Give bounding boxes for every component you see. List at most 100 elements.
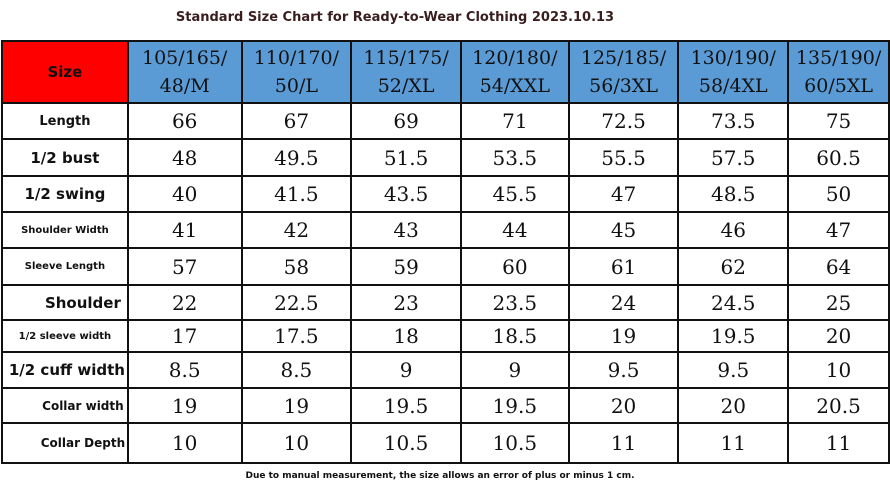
value-cell: 72.5 bbox=[567, 102, 680, 140]
row-label: 1/2 swing bbox=[1, 175, 129, 213]
size-header-cell: 130/190/58/4XL bbox=[677, 40, 790, 104]
value-cell: 42 bbox=[240, 211, 353, 249]
value-cell: 64 bbox=[787, 247, 890, 286]
value-cell: 9.5 bbox=[677, 351, 790, 389]
header-row: Size 105/165/48/M 110/170/50/L 115/175/5… bbox=[1, 40, 890, 104]
value-cell: 17 bbox=[126, 319, 243, 353]
value-cell: 48 bbox=[126, 138, 243, 177]
value-cell: 71 bbox=[459, 102, 570, 140]
value-cell: 19 bbox=[567, 319, 680, 353]
value-cell: 44 bbox=[459, 211, 570, 249]
value-cell: 45 bbox=[567, 211, 680, 249]
value-cell: 67 bbox=[240, 102, 353, 140]
table-row: 1/2 cuff width 8.5 8.5 9 9 9.5 9.5 10 bbox=[1, 351, 890, 389]
value-cell: 59 bbox=[350, 247, 462, 286]
value-cell: 41.5 bbox=[240, 175, 353, 213]
row-label: Sleeve Length bbox=[1, 247, 129, 286]
value-cell: 49.5 bbox=[240, 138, 353, 177]
value-cell: 19 bbox=[126, 387, 243, 424]
size-header-cell: 135/190/60/5XL bbox=[787, 40, 890, 104]
value-cell: 45.5 bbox=[459, 175, 570, 213]
table-row: 1/2 bust 48 49.5 51.5 53.5 55.5 57.5 60.… bbox=[1, 138, 890, 177]
value-cell: 11 bbox=[677, 422, 790, 464]
table-row: Length 66 67 69 71 72.5 73.5 75 bbox=[1, 102, 890, 140]
chart-title: Standard Size Chart for Ready-to-Wear Cl… bbox=[175, 10, 615, 25]
value-cell: 75 bbox=[787, 102, 890, 140]
value-cell: 10 bbox=[126, 422, 243, 464]
value-cell: 47 bbox=[567, 175, 680, 213]
value-cell: 25 bbox=[787, 284, 890, 321]
value-cell: 9.5 bbox=[567, 351, 680, 389]
value-cell: 22 bbox=[126, 284, 243, 321]
value-cell: 17.5 bbox=[240, 319, 353, 353]
size-chart-table: Size 105/165/48/M 110/170/50/L 115/175/5… bbox=[1, 40, 890, 464]
value-cell: 9 bbox=[459, 351, 570, 389]
value-cell: 8.5 bbox=[240, 351, 353, 389]
value-cell: 43 bbox=[350, 211, 462, 249]
value-cell: 69 bbox=[350, 102, 462, 140]
value-cell: 18 bbox=[350, 319, 462, 353]
value-cell: 11 bbox=[567, 422, 680, 464]
value-cell: 41 bbox=[126, 211, 243, 249]
row-label: Shoulder Width bbox=[1, 211, 129, 249]
value-cell: 43.5 bbox=[350, 175, 462, 213]
value-cell: 61 bbox=[567, 247, 680, 286]
value-cell: 57.5 bbox=[677, 138, 790, 177]
value-cell: 20 bbox=[567, 387, 680, 424]
value-cell: 46 bbox=[677, 211, 790, 249]
value-cell: 24.5 bbox=[677, 284, 790, 321]
size-header-cell: 105/165/48/M bbox=[126, 40, 243, 104]
table-row: Shoulder 22 22.5 23 23.5 24 24.5 25 bbox=[1, 284, 890, 321]
value-cell: 51.5 bbox=[350, 138, 462, 177]
row-label: 1/2 cuff width bbox=[1, 351, 129, 389]
value-cell: 19.5 bbox=[350, 387, 462, 424]
table-row: Collar width 19 19 19.5 19.5 20 20 20.5 bbox=[1, 387, 890, 424]
row-label: Collar Depth bbox=[1, 422, 129, 464]
value-cell: 47 bbox=[787, 211, 890, 249]
value-cell: 20 bbox=[677, 387, 790, 424]
value-cell: 50 bbox=[787, 175, 890, 213]
value-cell: 20 bbox=[787, 319, 890, 353]
value-cell: 10 bbox=[240, 422, 353, 464]
value-cell: 53.5 bbox=[459, 138, 570, 177]
row-label: Collar width bbox=[1, 387, 129, 424]
row-label: 1/2 sleeve width bbox=[1, 319, 129, 353]
value-cell: 19.5 bbox=[459, 387, 570, 424]
value-cell: 60.5 bbox=[787, 138, 890, 177]
value-cell: 23.5 bbox=[459, 284, 570, 321]
size-header-cell: 120/180/54/XXL bbox=[459, 40, 570, 104]
value-cell: 10 bbox=[787, 351, 890, 389]
row-label: Length bbox=[1, 102, 129, 140]
size-header-cell: 115/175/52/XL bbox=[350, 40, 462, 104]
size-header-cell: 110/170/50/L bbox=[240, 40, 353, 104]
value-cell: 40 bbox=[126, 175, 243, 213]
value-cell: 60 bbox=[459, 247, 570, 286]
table-row: 1/2 sleeve width 17 17.5 18 18.5 19 19.5… bbox=[1, 319, 890, 353]
measurement-footnote: Due to manual measurement, the size allo… bbox=[245, 471, 635, 481]
value-cell: 10.5 bbox=[350, 422, 462, 464]
value-cell: 18.5 bbox=[459, 319, 570, 353]
table-row: Collar Depth 10 10 10.5 10.5 11 11 11 bbox=[1, 422, 890, 464]
row-label: 1/2 bust bbox=[1, 138, 129, 177]
value-cell: 62 bbox=[677, 247, 790, 286]
value-cell: 55.5 bbox=[567, 138, 680, 177]
value-cell: 58 bbox=[240, 247, 353, 286]
value-cell: 23 bbox=[350, 284, 462, 321]
value-cell: 48.5 bbox=[677, 175, 790, 213]
value-cell: 11 bbox=[787, 422, 890, 464]
row-label: Shoulder bbox=[1, 284, 129, 321]
table-row: Shoulder Width 41 42 43 44 45 46 47 bbox=[1, 211, 890, 249]
value-cell: 57 bbox=[126, 247, 243, 286]
size-header-cell: 125/185/56/3XL bbox=[567, 40, 680, 104]
value-cell: 10.5 bbox=[459, 422, 570, 464]
size-header-label: Size bbox=[1, 40, 129, 104]
value-cell: 66 bbox=[126, 102, 243, 140]
value-cell: 19 bbox=[240, 387, 353, 424]
value-cell: 24 bbox=[567, 284, 680, 321]
value-cell: 19.5 bbox=[677, 319, 790, 353]
value-cell: 8.5 bbox=[126, 351, 243, 389]
value-cell: 73.5 bbox=[677, 102, 790, 140]
table-row: Sleeve Length 57 58 59 60 61 62 64 bbox=[1, 247, 890, 286]
value-cell: 9 bbox=[350, 351, 462, 389]
value-cell: 20.5 bbox=[787, 387, 890, 424]
